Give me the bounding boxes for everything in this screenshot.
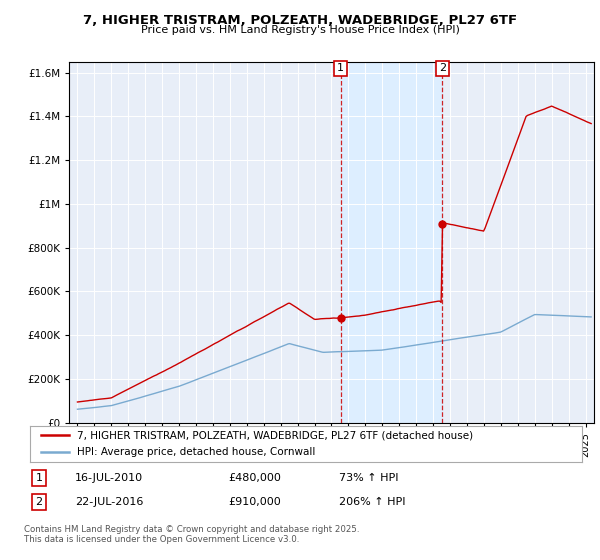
Text: HPI: Average price, detached house, Cornwall: HPI: Average price, detached house, Corn… — [77, 447, 315, 457]
Text: 1: 1 — [35, 473, 43, 483]
Text: 206% ↑ HPI: 206% ↑ HPI — [339, 497, 406, 507]
Text: Price paid vs. HM Land Registry's House Price Index (HPI): Price paid vs. HM Land Registry's House … — [140, 25, 460, 35]
Text: 7, HIGHER TRISTRAM, POLZEATH, WADEBRIDGE, PL27 6TF: 7, HIGHER TRISTRAM, POLZEATH, WADEBRIDGE… — [83, 14, 517, 27]
Text: 2: 2 — [439, 63, 446, 73]
Text: 16-JUL-2010: 16-JUL-2010 — [75, 473, 143, 483]
Text: 1: 1 — [337, 63, 344, 73]
Text: 73% ↑ HPI: 73% ↑ HPI — [339, 473, 398, 483]
Bar — [341, 62, 442, 423]
Text: 2: 2 — [35, 497, 43, 507]
Text: £910,000: £910,000 — [228, 497, 281, 507]
Text: £480,000: £480,000 — [228, 473, 281, 483]
Text: Contains HM Land Registry data © Crown copyright and database right 2025.
This d: Contains HM Land Registry data © Crown c… — [24, 525, 359, 544]
Text: 22-JUL-2016: 22-JUL-2016 — [75, 497, 143, 507]
Text: 7, HIGHER TRISTRAM, POLZEATH, WADEBRIDGE, PL27 6TF (detached house): 7, HIGHER TRISTRAM, POLZEATH, WADEBRIDGE… — [77, 431, 473, 440]
